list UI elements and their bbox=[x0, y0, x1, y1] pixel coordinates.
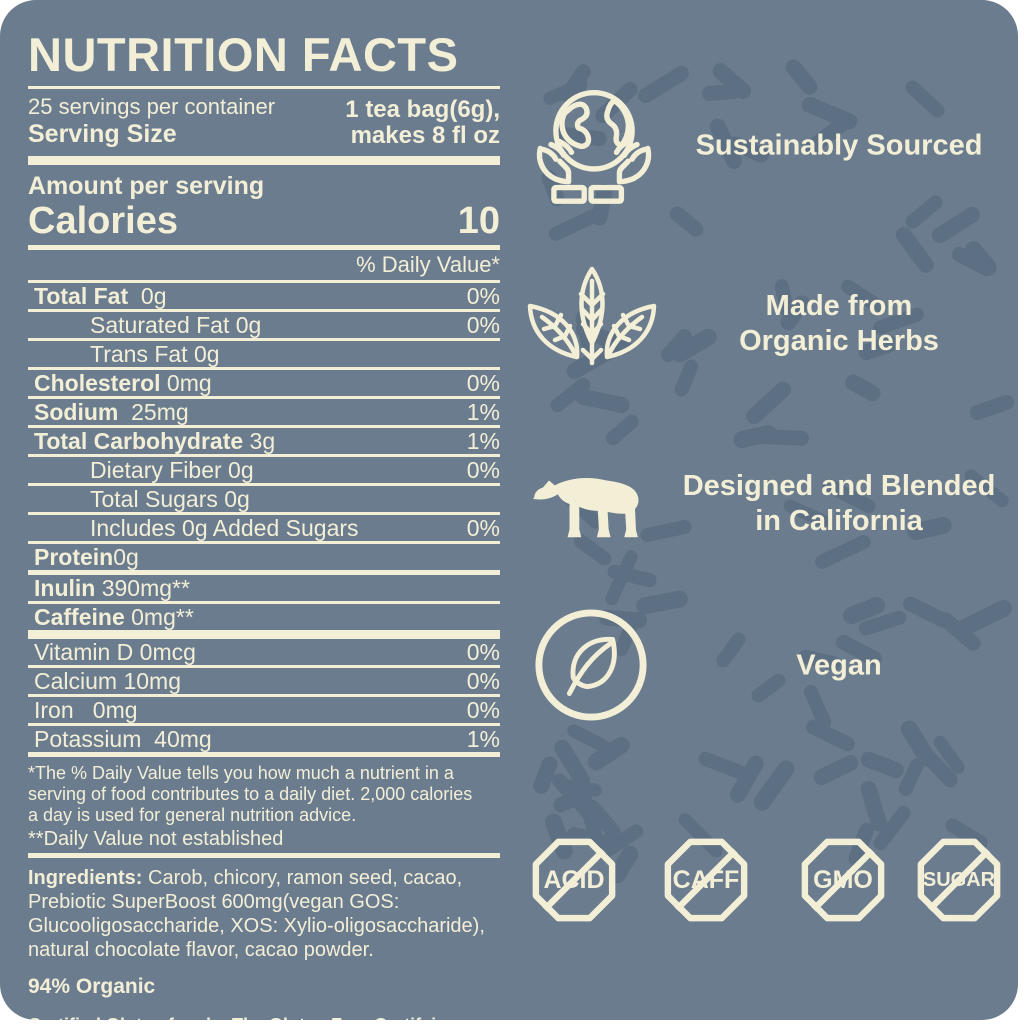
free-from-badges: ACID CAFF GMO bbox=[520, 836, 1018, 926]
feature-label: Vegan bbox=[796, 649, 882, 682]
rule bbox=[28, 454, 500, 458]
rule bbox=[28, 309, 500, 313]
nutrition-row: Caffeine 0mg** bbox=[34, 604, 194, 631]
rule bbox=[28, 665, 500, 669]
nutrition-row: Iron 0mg 0% bbox=[34, 697, 500, 724]
rule bbox=[28, 541, 500, 545]
rule bbox=[28, 86, 500, 90]
calories-row: Calories 10 bbox=[28, 200, 500, 242]
nutrition-row: Calcium 10mg 0% bbox=[34, 668, 500, 695]
nutrition-row: Sodium 25mg 1% bbox=[34, 399, 500, 426]
no-gmo-badge: GMO bbox=[799, 836, 887, 924]
no-acid-badge: ACID bbox=[530, 836, 618, 924]
rule bbox=[28, 723, 500, 727]
feature-california: Designed and Blended in California bbox=[520, 452, 1018, 556]
nutrition-facts-title: NUTRITION FACTS bbox=[28, 28, 459, 81]
no-sugar-badge: SUGAR bbox=[915, 836, 1003, 924]
nutrition-row: Protein0g bbox=[34, 544, 139, 571]
gluten-free-certification: Certified Gluten free by The Gluten Free… bbox=[28, 1014, 500, 1020]
leaf-circle-icon bbox=[532, 606, 650, 724]
no-caffeine-badge: CAFF bbox=[662, 836, 750, 924]
feature-label: Designed and Blended in California bbox=[682, 470, 996, 537]
nutrition-facts-panel: NUTRITION FACTS 25 servings per containe… bbox=[28, 30, 500, 1020]
nutrition-row: Trans Fat 0g bbox=[90, 341, 220, 368]
nutrition-rows: Total Fat 0g 0% Saturated Fat 0g 0% Trans Fa… bbox=[28, 283, 500, 758]
rule bbox=[28, 853, 500, 859]
rule bbox=[28, 367, 500, 371]
servings-per-container: 25 servings per container bbox=[28, 94, 276, 120]
rule bbox=[28, 483, 500, 487]
nutrition-row: Total Fat 0g 0% bbox=[34, 283, 500, 310]
amount-per-serving: Amount per serving bbox=[28, 172, 265, 201]
ingredients-label: Ingredients: bbox=[28, 867, 143, 890]
rule bbox=[28, 156, 500, 166]
daily-value-footnote: *The % Daily Value tells you how much a … bbox=[28, 763, 473, 826]
rule bbox=[28, 694, 500, 698]
feature-column: Sustainably Sourced Made bbox=[520, 0, 1018, 1020]
feature-sustainably-sourced: Sustainably Sourced bbox=[520, 80, 1018, 212]
feature-label: Sustainably Sourced bbox=[695, 129, 983, 162]
nutrition-row: Cholesterol 0mg 0% bbox=[34, 370, 500, 397]
nutrition-row: Total Carbohydrate 3g 1% bbox=[34, 428, 500, 455]
calories-label: Calories bbox=[28, 200, 178, 243]
nutrition-row: Potassium 40mg 1% bbox=[34, 726, 500, 753]
rule bbox=[28, 630, 500, 640]
rule bbox=[28, 280, 500, 284]
bear-icon bbox=[528, 460, 656, 548]
nutrition-row: Dietary Fiber 0g 0% bbox=[90, 457, 500, 484]
daily-value-header: % Daily Value* bbox=[356, 252, 500, 278]
calories-value: 10 bbox=[457, 200, 500, 243]
rule bbox=[28, 601, 500, 605]
organic-leaves-icon bbox=[522, 263, 662, 383]
organic-claim: 94% Organic bbox=[28, 975, 156, 999]
nutrition-row: Inulin 390mg** bbox=[34, 575, 190, 602]
earth-hands-icon bbox=[530, 80, 658, 212]
rule bbox=[28, 752, 500, 758]
rule bbox=[28, 425, 500, 429]
rule bbox=[28, 338, 500, 342]
feature-vegan: Vegan bbox=[520, 606, 1018, 726]
nutrition-row: Vitamin D 0mcg 0% bbox=[34, 639, 500, 666]
nutrition-row: Total Sugars 0g bbox=[90, 486, 250, 513]
ingredients-text: Carob, chicory, ramon seed, cacao, Prebi… bbox=[28, 867, 485, 962]
feature-label: Made from Organic Herbs bbox=[739, 290, 939, 357]
rule bbox=[28, 512, 500, 516]
rule bbox=[28, 245, 500, 251]
nutrition-row: Saturated Fat 0g 0% bbox=[90, 312, 500, 339]
serving-info: 25 servings per container Serving Size 1… bbox=[28, 94, 500, 149]
ingredients: Ingredients: Carob, chicory, ramon seed,… bbox=[28, 866, 500, 962]
feature-organic-herbs: Made from Organic Herbs bbox=[520, 263, 1018, 385]
serving-size-label: Serving Size bbox=[28, 120, 177, 149]
dv-not-established-note: **Daily Value not established bbox=[28, 828, 284, 851]
nutrition-row: Includes 0g Added Sugars 0% bbox=[90, 515, 500, 542]
rule bbox=[28, 570, 500, 576]
serving-size-value: 1 tea bag(6g), makes 8 fl oz bbox=[345, 96, 500, 150]
rule bbox=[28, 396, 500, 400]
